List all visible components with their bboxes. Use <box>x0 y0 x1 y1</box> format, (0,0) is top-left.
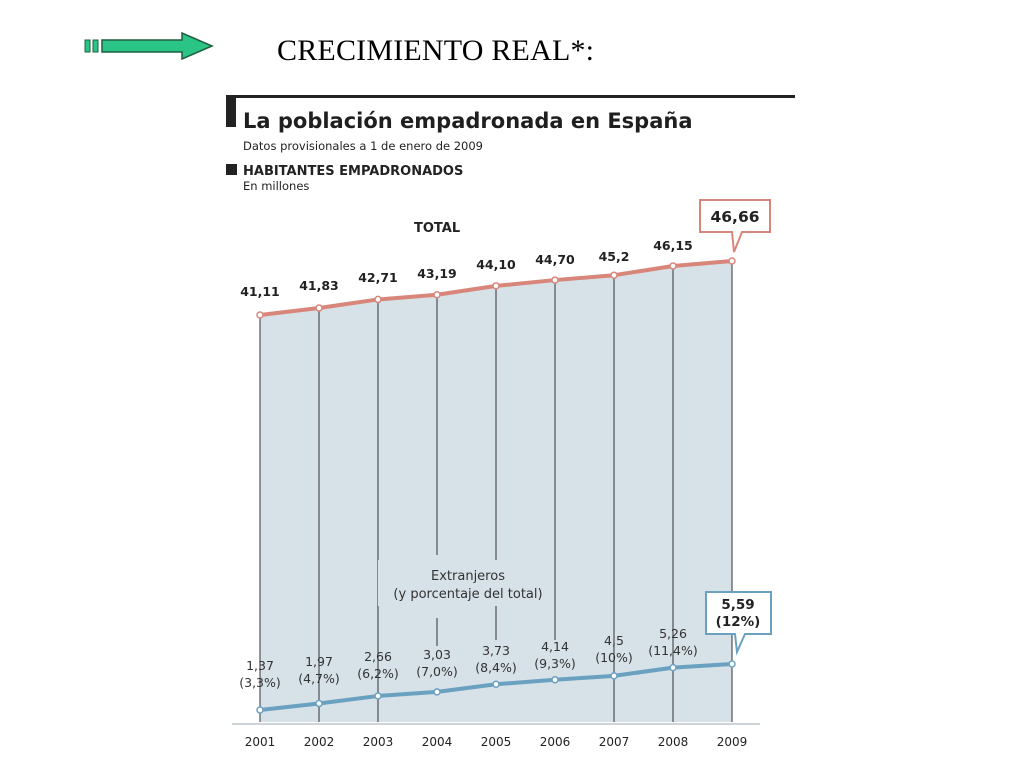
arrow-tick-2 <box>92 39 99 53</box>
foreign-percent-label-2008: (11,4%) <box>648 643 697 658</box>
section-square <box>226 164 237 175</box>
chart-subtitle: Datos provisionales a 1 de enero de 2009 <box>243 139 483 153</box>
x-axis-tick-labels: 2001 2002 2003 2004 2005 2006 2007 2008 2009 <box>245 735 748 749</box>
foreign-note-bg <box>378 560 550 606</box>
foreign-value-label-2007: 4,5 <box>604 633 624 648</box>
foreign-percent-label-2001: (3,3%) <box>239 675 281 690</box>
chart-title: La población empadronada en España <box>243 109 693 133</box>
foreign-point-2002 <box>315 699 323 708</box>
right-arrow-icon <box>84 32 214 60</box>
header-left-bar <box>226 96 236 127</box>
total-value-label-2004: 43,19 <box>417 266 457 281</box>
foreign-percent-label-2006: (9,3%) <box>534 656 576 671</box>
x-tick-2002: 2002 <box>304 735 335 749</box>
highlight-callouts: 46,66 5,59(12%) <box>699 199 772 656</box>
total-point-2004 <box>433 291 441 299</box>
x-tick-2001: 2001 <box>245 735 276 749</box>
total-point-2008 <box>669 262 677 270</box>
foreign-note-line2: (y porcentaje del total) <box>393 587 542 602</box>
total-value-label-2001: 41,11 <box>240 284 280 299</box>
foreign-callout-box <box>705 591 772 656</box>
foreign-value-label-2004: 3,03 <box>423 647 451 662</box>
foreign-value-label-2001: 1,37 <box>246 658 274 673</box>
total-value-label-2002: 41,83 <box>299 278 339 293</box>
foreign-value-label-2003: 2,66 <box>364 649 392 664</box>
total-callout-value: 46,66 <box>710 208 759 226</box>
section-label: HABITANTES EMPADRONADOS <box>243 164 463 179</box>
total-point-2002 <box>315 304 323 312</box>
foreign-point-2006 <box>551 676 559 684</box>
foreign-note-line1: Extranjeros <box>431 569 505 584</box>
slide-title: CRECIMIENTO REAL*: <box>277 34 595 67</box>
foreign-point-2001 <box>256 706 264 714</box>
total-value-label-2003: 42,71 <box>358 270 398 285</box>
foreign-callout-percent: (12%) <box>716 614 761 630</box>
foreign-value-label-2008: 5,26 <box>659 626 687 641</box>
total-point-2006 <box>551 276 559 284</box>
year-guide-lines <box>259 261 733 722</box>
total-value-label-2007: 45,2 <box>599 249 630 264</box>
x-tick-2003: 2003 <box>363 735 394 749</box>
foreign-percent-label-2003: (6,2%) <box>357 666 399 681</box>
total-value-label-2008: 46,15 <box>653 238 693 253</box>
unit-label: En millones <box>243 179 309 193</box>
series-points <box>256 257 736 714</box>
x-tick-2007: 2007 <box>599 735 630 749</box>
total-label: TOTAL <box>414 221 460 236</box>
total-value-label-2006: 44,70 <box>535 252 575 267</box>
total-callout-box <box>699 199 771 253</box>
total-point-2003 <box>374 295 382 304</box>
x-tick-2005: 2005 <box>481 735 512 749</box>
foreign-value-label-2005: 3,73 <box>482 643 510 658</box>
x-tick-2006: 2006 <box>540 735 571 749</box>
foreign-value-label-2002: 1,97 <box>305 654 333 669</box>
foreign-percent-label-2005: (8,4%) <box>475 660 517 675</box>
total-point-2005 <box>492 282 500 290</box>
total-value-label-2005: 44,10 <box>476 257 516 272</box>
foreign-percent-label-2007: (10%) <box>595 650 633 665</box>
total-point-2001 <box>256 311 264 319</box>
x-tick-2004: 2004 <box>422 735 453 749</box>
x-tick-2008: 2008 <box>658 735 689 749</box>
foreign-point-2005 <box>492 680 500 689</box>
foreign-value-label-2006: 4,14 <box>541 639 569 654</box>
foreign-percent-label-2004: (7,0%) <box>416 664 458 679</box>
foreign-point-2004 <box>433 688 441 696</box>
foreign-percent-label-2002: (4,7%) <box>298 671 340 686</box>
total-point-2009 <box>728 257 736 265</box>
x-tick-2009: 2009 <box>717 735 748 749</box>
foreign-callout-value: 5,59 <box>721 597 754 613</box>
foreign-point-2009 <box>728 660 736 668</box>
total-point-2007 <box>610 271 618 279</box>
series-labels: 41,11 41,83 42,71 43,19 44,10 44,70 45,2 46,15 1… <box>239 238 697 690</box>
foreign-point-2003 <box>374 692 382 700</box>
arrow-tick-1 <box>84 39 91 53</box>
foreign-point-2007 <box>610 672 618 680</box>
arrow-shape <box>101 32 214 60</box>
foreign-point-2008 <box>669 663 677 672</box>
